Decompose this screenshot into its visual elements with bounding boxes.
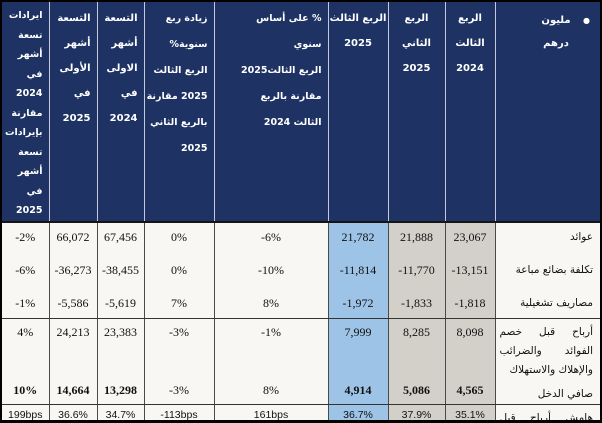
- data-cell: 8%: [213, 289, 328, 319]
- data-cell: 4%: [17, 325, 34, 339]
- col-header-9m-variance: ايرادات تسعة أشهر في 2024 مقارنة بإيرادا…: [2, 2, 49, 223]
- data-cell: 66,072: [48, 221, 97, 252]
- row-label-ebitda-margin: هامش أرباح قبل خصم فوائد وضرائب وإهلاك و…: [494, 404, 600, 423]
- data-cell: -3%: [143, 318, 214, 377]
- data-cell: 8,285: [387, 318, 445, 377]
- data-cell: -36,273: [48, 251, 97, 290]
- data-cell: 23,067: [444, 221, 495, 252]
- data-cell: -6%: [213, 221, 328, 252]
- data-cell: -1,833: [387, 289, 445, 319]
- data-cell: 34.7%: [96, 404, 144, 420]
- data-cell: 21,782: [327, 221, 388, 252]
- data-cell: -113bps: [143, 404, 214, 420]
- col-header-unit: ● مليون درهم: [494, 2, 600, 223]
- row-label-revenue: عوائد: [494, 221, 600, 252]
- bullet-icon: ●: [583, 16, 590, 25]
- col-header-q3-2024: الربع الثالث 2024: [444, 2, 495, 223]
- data-cell: 13,298: [96, 376, 144, 405]
- data-cell: 10%: [2, 376, 49, 405]
- data-cell: -13,151: [444, 251, 495, 290]
- data-cell: -1%: [2, 289, 49, 319]
- data-cell: -11,814: [327, 251, 388, 290]
- col-header-q3-2025: الربع الثالث 2025: [327, 2, 388, 223]
- data-cell: -5,619: [96, 289, 144, 319]
- data-cell: 35.1%: [444, 404, 495, 420]
- data-cell: 8%: [213, 376, 328, 405]
- data-cell: 36.6%: [48, 404, 97, 420]
- data-cell: -1%: [213, 318, 328, 377]
- data-cell: -6%: [15, 263, 36, 277]
- data-cell: -3%: [143, 376, 214, 405]
- col-header-yoy-change: % على أساس سنوي الربع الثالث2025 مقارنة …: [213, 2, 328, 223]
- ebitda-margin-label: هامش أرباح قبل خصم فوائد وضرائب وإهلاك و…: [499, 412, 594, 423]
- data-cell: 161bps: [213, 404, 328, 420]
- col-header-q2-2025: الربع الثاني 2025: [387, 2, 445, 223]
- data-cell: -5,586: [48, 289, 97, 319]
- data-cell: 199bps: [8, 409, 43, 421]
- data-cell: -2%: [15, 229, 36, 244]
- unit-label: مليون درهم: [541, 15, 571, 49]
- data-cell: 37.9%: [387, 404, 445, 420]
- data-cell: 0%: [143, 221, 214, 252]
- row-label-cogs: تكلفة بضائع مباعة: [494, 251, 600, 290]
- ebitda-label: أرباح قبل خصم الفوائد والضرائب والإهلاك …: [499, 326, 594, 376]
- data-cell: -10%: [213, 251, 328, 290]
- data-cell: 7%: [143, 289, 214, 319]
- data-cell: 21,888: [387, 221, 445, 252]
- data-cell: 4,565: [444, 376, 495, 405]
- col-header-qoq-change: زيادة ربع سنوية% الربع الثالث 2025 مقارن…: [143, 2, 214, 223]
- data-cell: -38,455: [96, 251, 144, 290]
- col-header-9m-2024: التسعة أشهر الاولى في 2024: [96, 2, 144, 223]
- data-cell: 8,098: [444, 318, 495, 377]
- data-cell: 4,914: [327, 376, 388, 405]
- data-cell: 7,999: [327, 318, 388, 377]
- data-cell: -1,972: [327, 289, 388, 319]
- data-cell: 14,664: [48, 376, 97, 405]
- row-label-opex: مصاريف تشغيلية: [494, 289, 600, 319]
- data-cell: 24,213: [48, 318, 97, 377]
- row-label-net-income: صافي الدخل: [537, 388, 593, 400]
- col-header-9m-2025: التسعة أشهر الأولى في 2025: [48, 2, 97, 223]
- data-cell: -11,770: [387, 251, 445, 290]
- data-cell: 67,456: [96, 221, 144, 252]
- data-cell: 36.7%: [327, 404, 388, 420]
- data-cell: -1,818: [444, 289, 495, 319]
- data-cell: 0%: [143, 251, 214, 290]
- data-cell: 23,383: [96, 318, 144, 377]
- data-cell: 5,086: [387, 376, 445, 405]
- row-label-ebitda: أرباح قبل خصم الفوائد والضرائب والإهلاك …: [494, 318, 600, 405]
